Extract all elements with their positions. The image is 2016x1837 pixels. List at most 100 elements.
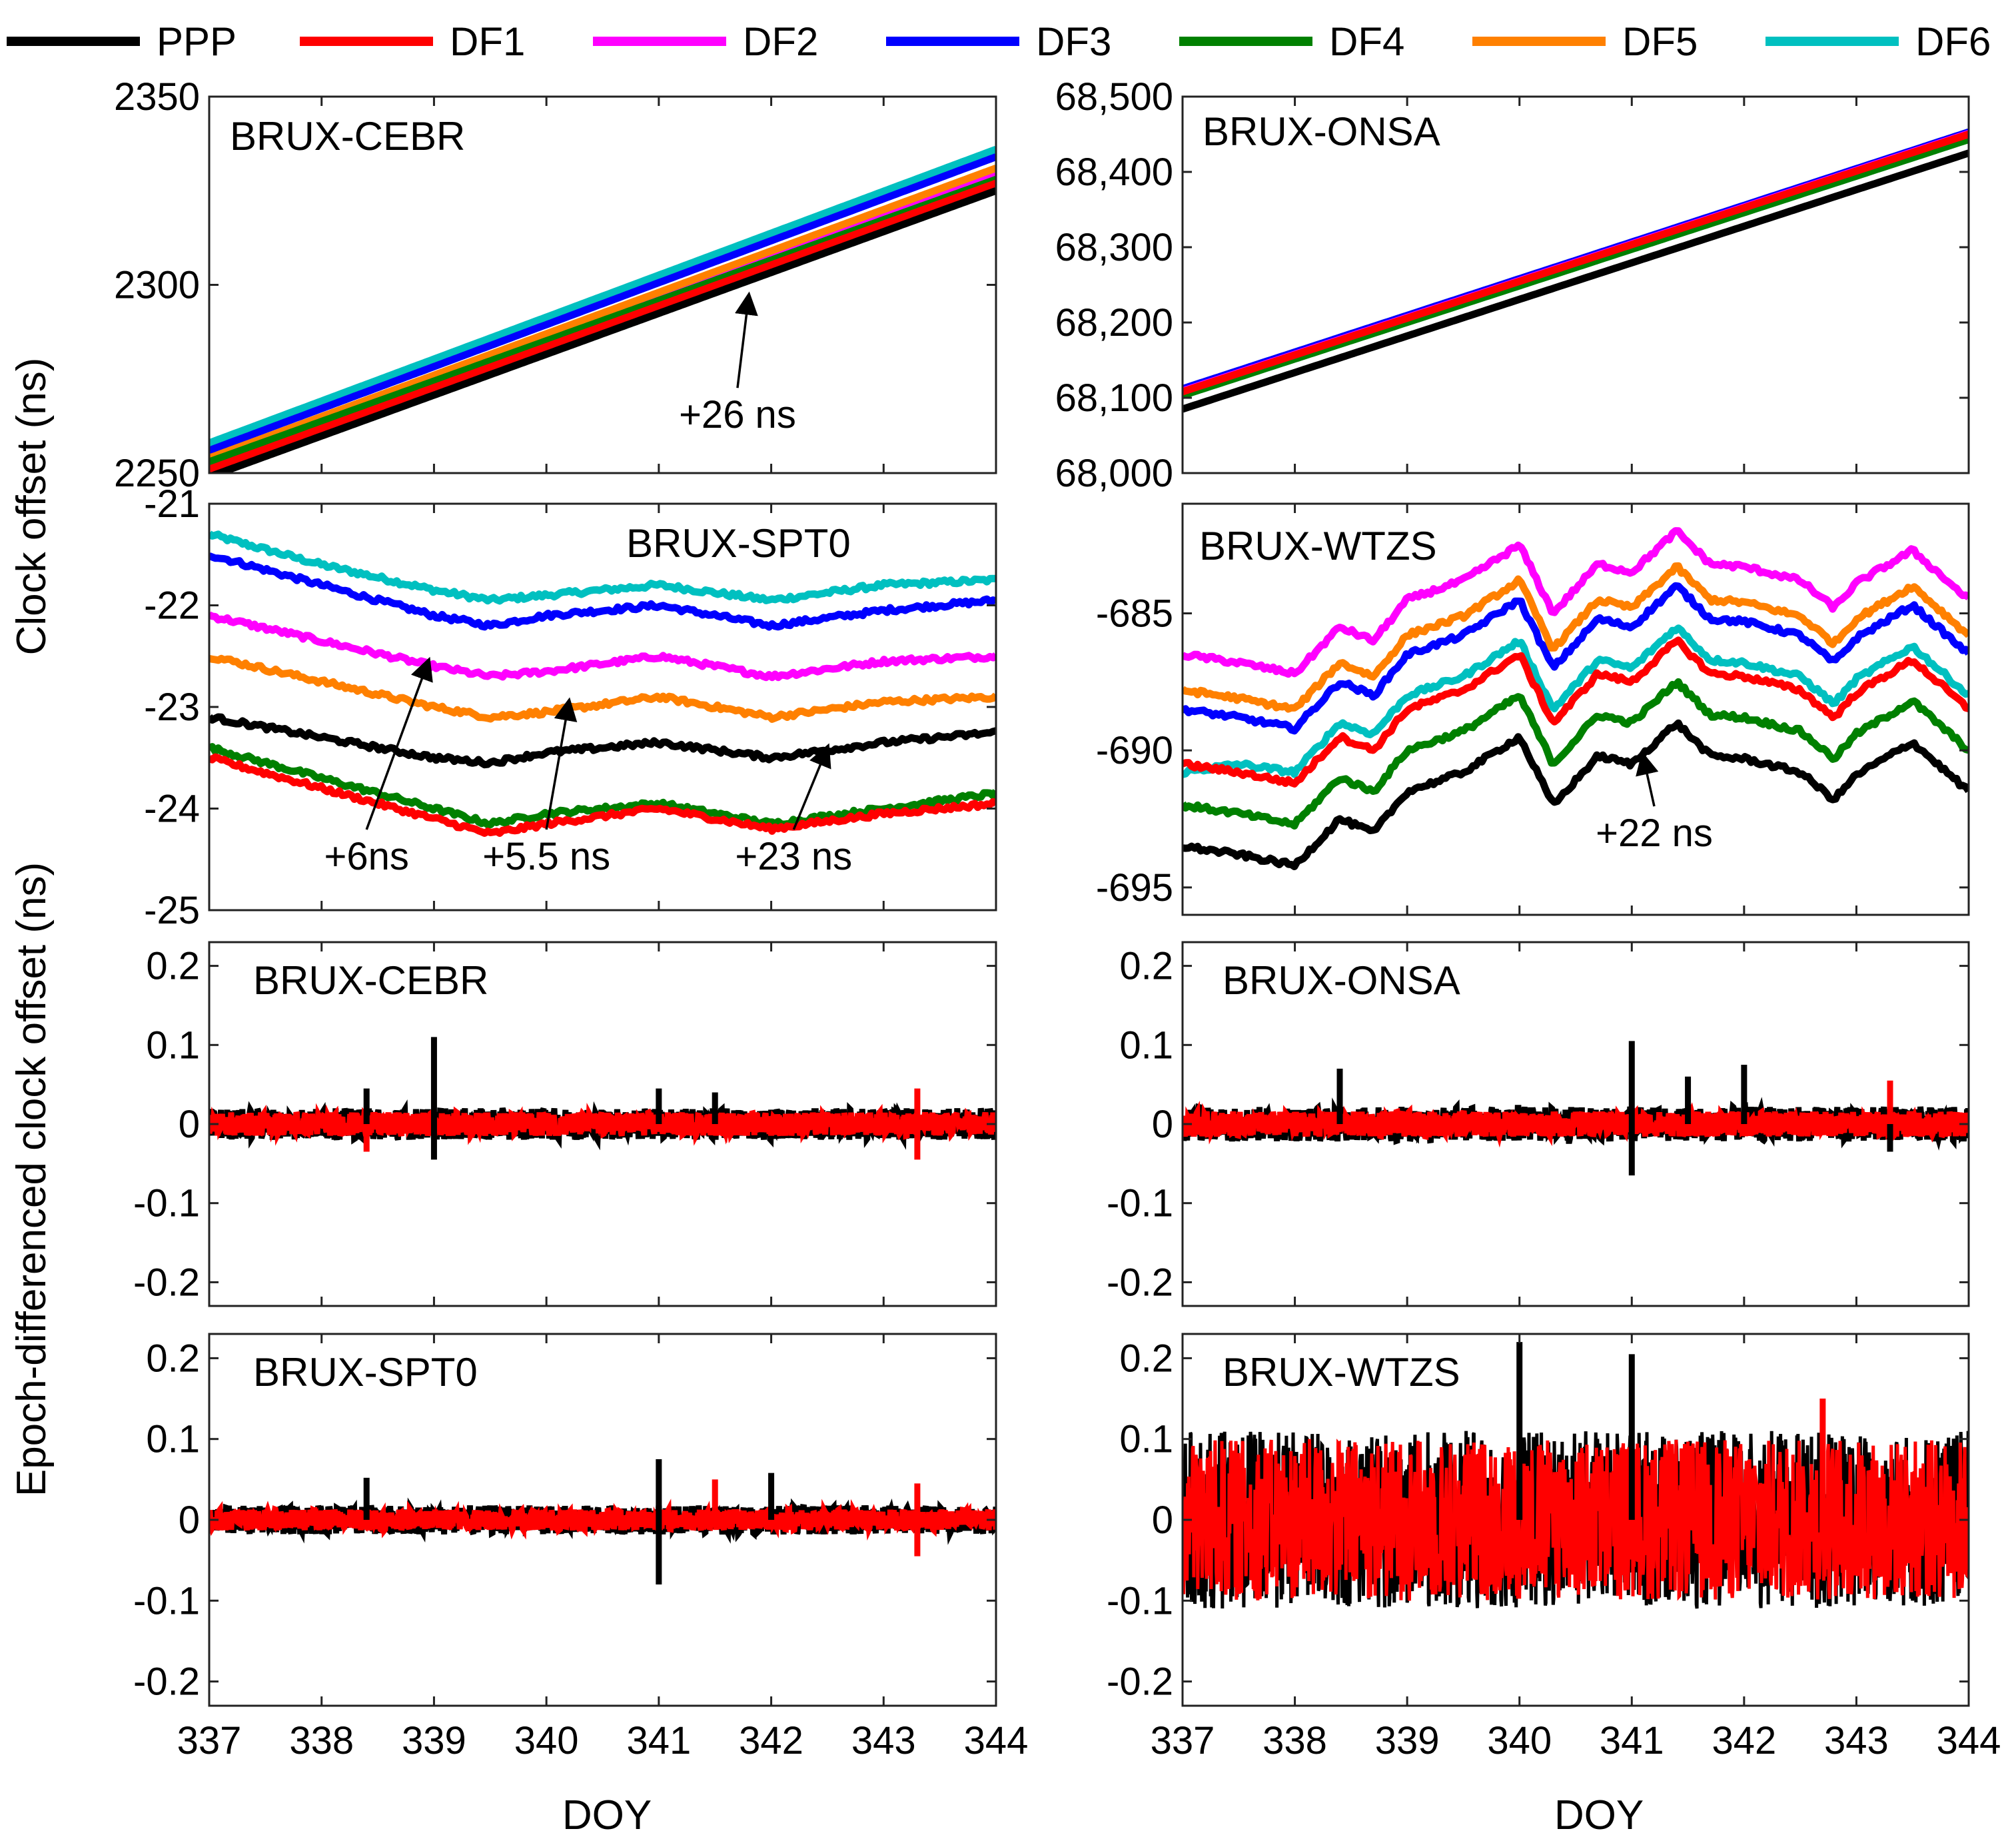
series-df1 xyxy=(209,1499,996,1541)
series-df6 xyxy=(209,530,996,605)
xtick-label: 344 xyxy=(964,1719,1029,1762)
annotation-arrow xyxy=(792,743,831,830)
ytick-label: 68,200 xyxy=(1055,301,1173,344)
xtick-label: 340 xyxy=(1487,1719,1552,1762)
legend-label-df4: DF4 xyxy=(1329,19,1404,64)
ytick-label: -0.2 xyxy=(133,1660,200,1704)
series-ppp xyxy=(1183,719,1969,870)
xtick-label: 340 xyxy=(514,1719,579,1762)
ytick-label: 68,500 xyxy=(1055,75,1173,119)
xlabel-left: DOY xyxy=(562,1792,652,1837)
xtick-label: 344 xyxy=(1937,1719,2001,1762)
panel-title: BRUX-SPT0 xyxy=(626,521,851,566)
ytick-label: 2300 xyxy=(114,264,200,307)
ytick-label: -25 xyxy=(144,889,200,932)
series-df1 xyxy=(209,179,996,473)
ytick-label: 2250 xyxy=(114,452,200,495)
series-df1 xyxy=(209,1102,996,1146)
ytick-label: 68,400 xyxy=(1055,151,1173,194)
series-df1 xyxy=(209,753,996,837)
series-ppp xyxy=(209,713,996,769)
ytick-label: 0.1 xyxy=(146,1418,200,1461)
xtick-label: 337 xyxy=(177,1719,242,1762)
ytick-label: 0 xyxy=(1152,1103,1173,1146)
annotation-arrow xyxy=(545,697,578,830)
annotation-label: +5.5 ns xyxy=(482,835,610,878)
legend-label-df3: DF3 xyxy=(1036,19,1111,64)
ytick-label: -0.2 xyxy=(133,1261,200,1304)
ytick-label: 0.2 xyxy=(146,945,200,988)
panel-6: -0.2 -0.1 0 0.1 0.2 BRUX-ONSA xyxy=(1107,941,1970,1307)
plot-area xyxy=(209,530,996,837)
panel-7: -0.2 -0.1 0 0.1 0.2 337 338 339 340 341 342 343 344 B… xyxy=(133,1333,1029,1762)
series-df4 xyxy=(1183,136,1969,399)
plot-area xyxy=(209,1459,996,1585)
panel-title: BRUX-CEBR xyxy=(230,114,465,159)
ytick-label: 0.1 xyxy=(1119,1023,1173,1067)
xtick-label: 342 xyxy=(739,1719,803,1762)
ytick-label: 0.1 xyxy=(1119,1418,1173,1461)
series-df4 xyxy=(1183,678,1969,830)
xtick-label: 341 xyxy=(626,1719,691,1762)
ytick-label: 0 xyxy=(179,1103,200,1146)
annotation-label: +22 ns xyxy=(1596,812,1713,855)
xtick-label: 337 xyxy=(1151,1719,1215,1762)
panel-5: -0.2 -0.1 0 0.1 0.2 BRUX-CEBR xyxy=(133,941,997,1307)
ytick-label: -21 xyxy=(144,482,200,526)
panel-title: BRUX-WTZS xyxy=(1199,524,1437,568)
plot-area xyxy=(1183,527,1969,870)
xtick-label: 339 xyxy=(402,1719,466,1762)
ytick-label: -685 xyxy=(1096,592,1173,636)
ytick-label: 68,100 xyxy=(1055,376,1173,420)
series-df3 xyxy=(209,552,996,631)
legend: PPP DF1 DF2 DF3 DF4 DF5 DF6 xyxy=(7,19,1991,64)
xlabel-right: DOY xyxy=(1554,1792,1644,1837)
panel-title: BRUX-ONSA xyxy=(1223,958,1460,1003)
panel-title: BRUX-SPT0 xyxy=(253,1350,478,1395)
ytick-label: -24 xyxy=(144,788,200,831)
ytick-label: -0.1 xyxy=(1107,1579,1173,1622)
ytick-label: 0.2 xyxy=(1119,945,1173,988)
series-ppp xyxy=(209,187,996,473)
series-df2 xyxy=(1183,527,1969,678)
panel-title: BRUX-CEBR xyxy=(253,958,488,1003)
ylabel-top: Clock offset (ns) xyxy=(9,358,55,656)
ytick-label: 0 xyxy=(179,1499,200,1542)
panel-2: 68,000 68,100 68,200 68,300 68,400 68,500 BRUX… xyxy=(1055,75,1970,495)
panel-title: BRUX-ONSA xyxy=(1203,109,1440,154)
ytick-label: 0 xyxy=(1152,1499,1173,1542)
series-df1 xyxy=(1183,636,1969,788)
plot-area xyxy=(1183,1342,1969,1609)
annotation-arrow xyxy=(735,291,758,388)
legend-label-ppp: PPP xyxy=(157,19,237,64)
ytick-label: -22 xyxy=(144,584,200,628)
panel-1: 2250 2300 2350 BRUX-CEBR +26 ns xyxy=(114,75,997,495)
panel-3: -25 -24 -23 -22 -21 BRUX-SPT0 +6ns +5.5 ns +23 n… xyxy=(144,482,997,932)
series-df5 xyxy=(209,165,996,462)
ytick-label: -0.2 xyxy=(1107,1660,1173,1704)
panel-title: BRUX-WTZS xyxy=(1223,1350,1460,1395)
plot-area xyxy=(209,1037,996,1160)
ytick-label: -23 xyxy=(144,686,200,729)
xtick-label: 343 xyxy=(851,1719,916,1762)
panel-4: -695 -690 -685 BRUX-WTZS +22 ns xyxy=(1096,502,1970,916)
ytick-label: 0.2 xyxy=(1119,1337,1173,1380)
xtick-label: 341 xyxy=(1600,1719,1664,1762)
series-df3 xyxy=(1183,582,1969,735)
series-df3 xyxy=(209,153,996,454)
ytick-label: 68,300 xyxy=(1055,226,1173,269)
annotation-arrow xyxy=(365,656,433,830)
ytick-label: 2350 xyxy=(114,75,200,119)
plot-area xyxy=(1183,1041,1969,1176)
ytick-label: -0.1 xyxy=(133,1579,200,1622)
panel-8: -0.2 -0.1 0 0.1 0.2 337 338 339 340 341 342 343 344 B… xyxy=(1107,1333,2001,1762)
annotation-label: +6ns xyxy=(324,835,409,878)
plot-area xyxy=(209,145,996,473)
legend-label-df2: DF2 xyxy=(743,19,818,64)
ytick-label: 0.1 xyxy=(146,1023,200,1067)
xtick-label: 342 xyxy=(1712,1719,1776,1762)
ytick-label: 68,000 xyxy=(1055,452,1173,495)
series-df6 xyxy=(209,145,996,446)
ytick-label: -690 xyxy=(1096,729,1173,772)
